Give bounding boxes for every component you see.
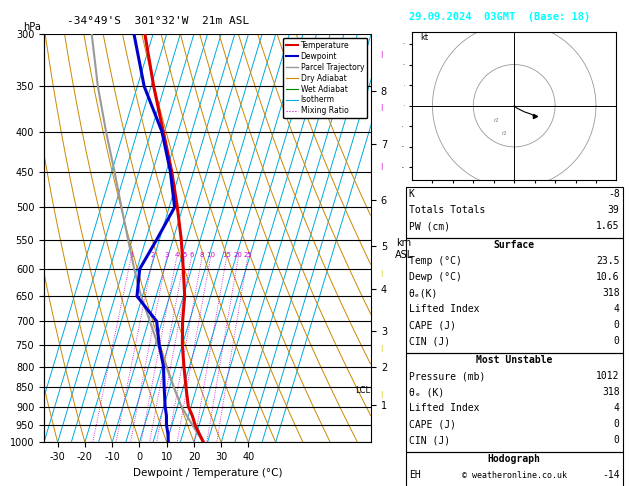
Text: Surface: Surface	[494, 240, 535, 250]
Text: CAPE (J): CAPE (J)	[409, 419, 456, 430]
Text: |: |	[381, 345, 383, 352]
Text: Dewp (°C): Dewp (°C)	[409, 272, 462, 282]
Text: 4: 4	[614, 403, 620, 414]
Text: hPa: hPa	[23, 22, 41, 32]
Text: CIN (J): CIN (J)	[409, 336, 450, 347]
Text: 0: 0	[614, 435, 620, 446]
Text: Hodograph: Hodograph	[487, 454, 541, 465]
Text: 10.6: 10.6	[596, 272, 620, 282]
Text: θₑ(K): θₑ(K)	[409, 288, 438, 298]
Text: 1.65: 1.65	[596, 221, 620, 231]
Text: Most Unstable: Most Unstable	[476, 355, 552, 365]
Text: 5: 5	[182, 252, 187, 258]
Text: 29.09.2024  03GMT  (Base: 18): 29.09.2024 03GMT (Base: 18)	[409, 12, 591, 22]
Text: r2: r2	[494, 118, 499, 123]
Text: Temp (°C): Temp (°C)	[409, 256, 462, 266]
Text: 0: 0	[614, 419, 620, 430]
Text: 318: 318	[602, 387, 620, 398]
X-axis label: Dewpoint / Temperature (°C): Dewpoint / Temperature (°C)	[133, 468, 282, 478]
Text: θₑ (K): θₑ (K)	[409, 387, 444, 398]
Text: 23.5: 23.5	[596, 256, 620, 266]
Text: © weatheronline.co.uk: © weatheronline.co.uk	[462, 471, 567, 480]
Text: 20: 20	[234, 252, 243, 258]
Text: 0: 0	[614, 320, 620, 330]
Text: 2: 2	[151, 252, 155, 258]
Text: |: |	[381, 391, 383, 398]
Text: |: |	[381, 163, 383, 170]
Y-axis label: km
ASL: km ASL	[394, 238, 413, 260]
Text: 4: 4	[174, 252, 179, 258]
Text: K: K	[409, 189, 415, 199]
Text: CAPE (J): CAPE (J)	[409, 320, 456, 330]
Text: 10: 10	[206, 252, 215, 258]
Text: |: |	[381, 270, 383, 277]
Text: -34°49'S  301°32'W  21m ASL: -34°49'S 301°32'W 21m ASL	[67, 16, 250, 26]
Text: 25: 25	[243, 252, 252, 258]
Text: 8: 8	[200, 252, 204, 258]
Text: 0: 0	[614, 336, 620, 347]
Text: 39: 39	[608, 205, 620, 215]
Text: 15: 15	[222, 252, 231, 258]
Text: PW (cm): PW (cm)	[409, 221, 450, 231]
Text: CIN (J): CIN (J)	[409, 435, 450, 446]
Text: LCL: LCL	[355, 386, 370, 395]
Text: kt: kt	[420, 33, 428, 42]
Text: 4: 4	[614, 304, 620, 314]
Legend: Temperature, Dewpoint, Parcel Trajectory, Dry Adiabat, Wet Adiabat, Isotherm, Mi: Temperature, Dewpoint, Parcel Trajectory…	[283, 38, 367, 119]
Text: Lifted Index: Lifted Index	[409, 403, 479, 414]
Text: 1: 1	[129, 252, 133, 258]
Text: Pressure (mb): Pressure (mb)	[409, 371, 485, 382]
Text: Totals Totals: Totals Totals	[409, 205, 485, 215]
Text: EH: EH	[409, 470, 421, 481]
Text: 318: 318	[602, 288, 620, 298]
Text: 3: 3	[164, 252, 169, 258]
Text: |: |	[381, 104, 383, 111]
Text: Lifted Index: Lifted Index	[409, 304, 479, 314]
Text: r2: r2	[502, 131, 508, 136]
Text: -8: -8	[608, 189, 620, 199]
Text: |: |	[381, 51, 383, 58]
Text: 6: 6	[189, 252, 194, 258]
Text: -14: -14	[602, 470, 620, 481]
Text: 1012: 1012	[596, 371, 620, 382]
